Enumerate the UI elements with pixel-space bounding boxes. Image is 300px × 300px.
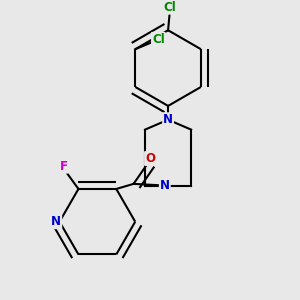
- Text: N: N: [51, 215, 61, 228]
- Text: Cl: Cl: [152, 33, 165, 46]
- Text: N: N: [160, 179, 170, 192]
- Text: O: O: [145, 152, 155, 165]
- Text: F: F: [60, 160, 68, 173]
- Text: Cl: Cl: [164, 1, 176, 14]
- Text: N: N: [163, 113, 173, 126]
